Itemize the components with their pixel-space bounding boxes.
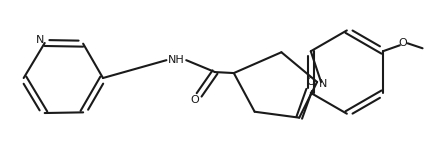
Text: O: O bbox=[307, 77, 315, 87]
Text: O: O bbox=[191, 95, 199, 105]
Text: N: N bbox=[319, 79, 327, 89]
Text: O: O bbox=[398, 38, 407, 48]
Text: NH: NH bbox=[168, 55, 185, 65]
Text: N: N bbox=[36, 35, 44, 45]
